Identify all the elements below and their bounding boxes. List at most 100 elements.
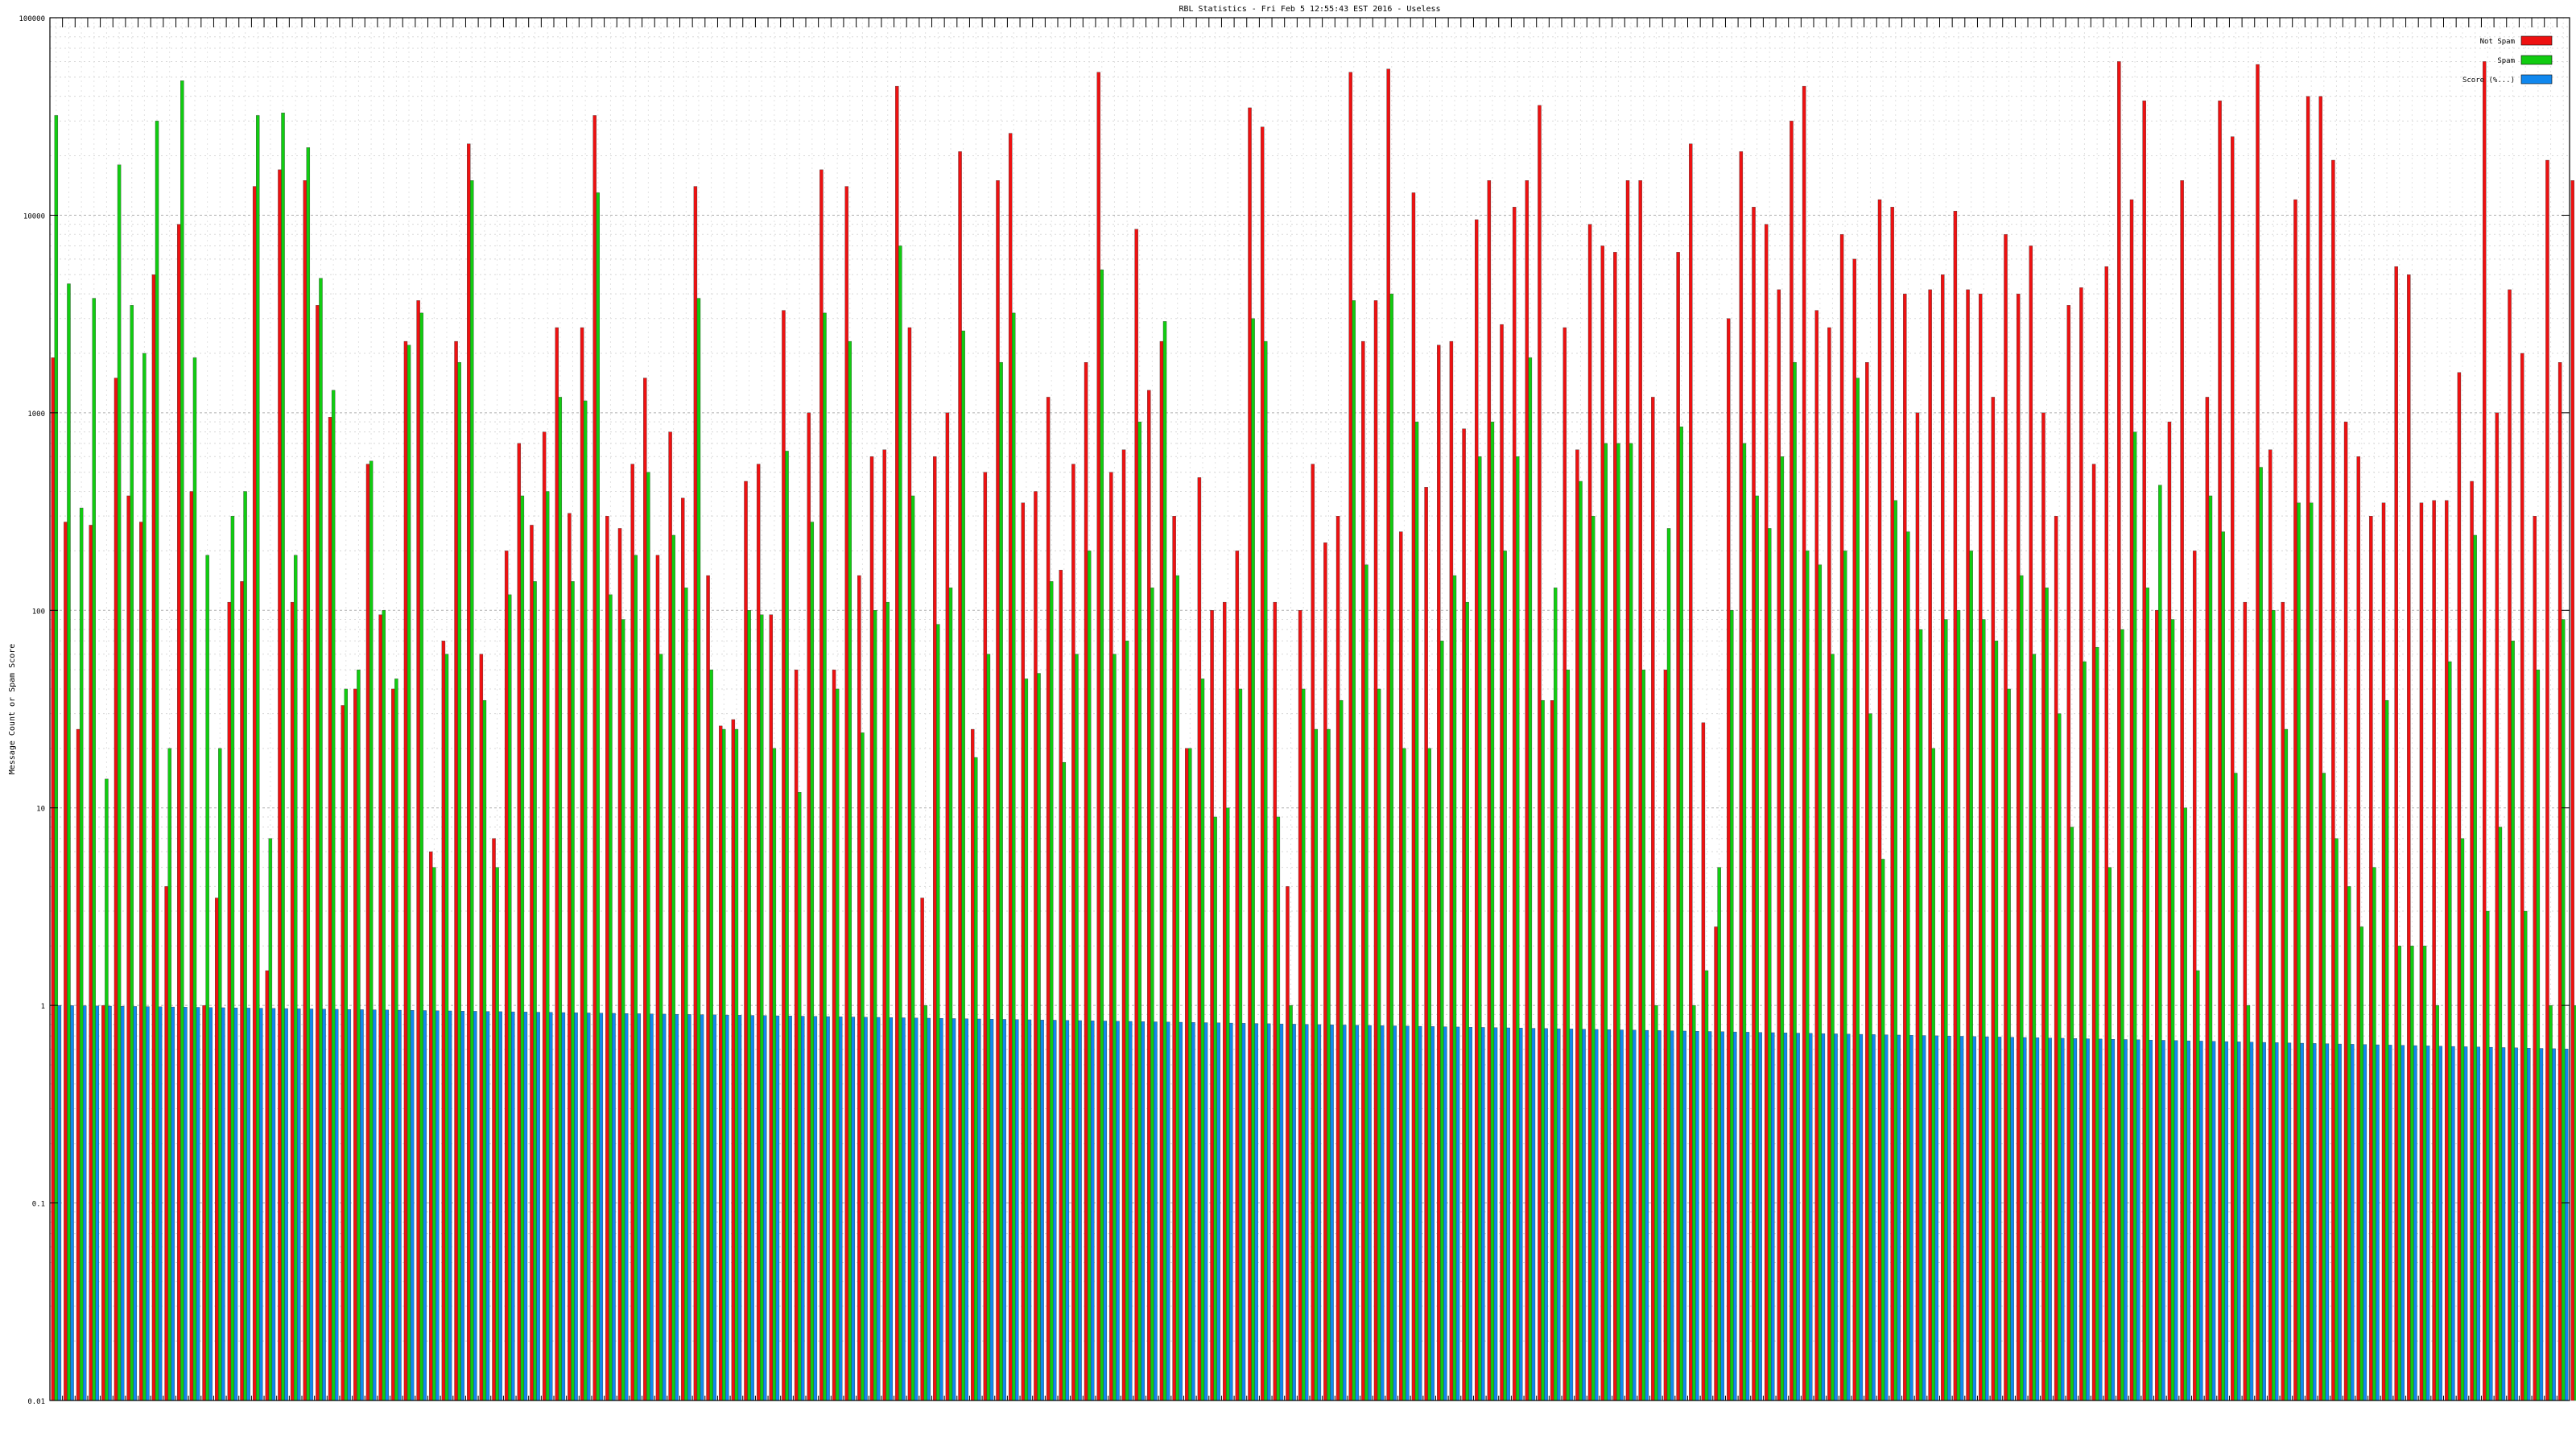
bar-not-spam	[882, 449, 886, 1401]
bar-score	[1116, 1021, 1120, 1401]
bar-not-spam	[2155, 610, 2159, 1401]
bar-not-spam	[769, 614, 774, 1401]
bar-score	[2425, 1046, 2430, 1401]
bar-spam	[1012, 312, 1016, 1401]
bar-spam	[1377, 688, 1381, 1401]
y-tick-label: 1	[41, 1003, 45, 1011]
legend-swatch	[2520, 55, 2553, 65]
bar-score	[1279, 1023, 1284, 1401]
bar-spam	[2536, 669, 2541, 1401]
bar-spam	[558, 397, 563, 1401]
bar-score	[574, 1013, 578, 1401]
bar-score	[851, 1017, 856, 1401]
bar-spam	[1906, 531, 1910, 1401]
bar-not-spam	[1411, 192, 1416, 1401]
bar-spam	[785, 451, 789, 1401]
bar-not-spam	[2054, 516, 2058, 1401]
bar-not-spam	[869, 456, 874, 1401]
bar-spam	[1566, 669, 1571, 1401]
bar-spam	[2334, 838, 2339, 1401]
bar-not-spam	[2508, 289, 2512, 1401]
bar-spam	[457, 362, 461, 1401]
bar-score	[1557, 1028, 1561, 1401]
bar-spam	[2384, 700, 2389, 1401]
bar-score	[2224, 1041, 2228, 1401]
bar-not-spam	[1991, 397, 1996, 1401]
bar-not-spam	[643, 377, 647, 1401]
y-tick-label: 0.1	[32, 1201, 45, 1209]
bar-score	[2211, 1041, 2216, 1401]
bar-not-spam	[1248, 107, 1252, 1401]
bar-not-spam	[2381, 502, 2386, 1401]
bar-score	[436, 1010, 440, 1401]
bar-spam	[886, 601, 890, 1401]
bar-not-spam	[1197, 477, 1202, 1401]
legend-label: Score (%...)	[2462, 76, 2515, 85]
bar-spam	[1137, 421, 1141, 1401]
bar-not-spam	[1638, 180, 1642, 1401]
bar-not-spam	[2129, 199, 2134, 1401]
bar-spam	[974, 757, 978, 1401]
bar-not-spam	[617, 528, 622, 1401]
bar-spam	[2057, 713, 2062, 1401]
bar-not-spam	[1701, 722, 1706, 1401]
bar-not-spam	[1399, 531, 1403, 1401]
bar-spam	[1666, 528, 1671, 1401]
bar-not-spam	[1839, 234, 1844, 1401]
bar-spam	[470, 180, 474, 1401]
bar-spam	[1162, 321, 1167, 1401]
bar-not-spam	[1676, 252, 1680, 1401]
bar-not-spam	[51, 357, 55, 1401]
bar-score	[410, 1010, 415, 1401]
bar-not-spam	[2041, 412, 2046, 1401]
bar-spam	[130, 305, 134, 1401]
bar-spam	[948, 588, 953, 1401]
bar-not-spam	[1625, 180, 1630, 1401]
bar-spam	[1831, 654, 1835, 1401]
bar-score	[964, 1018, 968, 1401]
bar-spam	[1768, 528, 1772, 1401]
bar-spam	[1364, 564, 1368, 1401]
bar-spam	[1503, 551, 1507, 1401]
bar-not-spam	[2193, 551, 2197, 1401]
bar-score	[95, 1005, 100, 1401]
bar-spam	[1478, 456, 1482, 1401]
bar-score	[385, 1009, 390, 1401]
bar-spam	[760, 614, 764, 1401]
bar-score	[146, 1006, 150, 1401]
y-tick-label: 100	[32, 608, 45, 616]
bar-not-spam	[668, 431, 672, 1401]
bar-spam	[823, 312, 827, 1401]
bar-score	[612, 1013, 616, 1401]
bar-score	[1154, 1021, 1158, 1401]
bar-not-spam	[2104, 266, 2108, 1401]
bar-not-spam	[2470, 481, 2474, 1401]
bar-score	[650, 1013, 654, 1401]
bar-not-spam	[1059, 570, 1063, 1401]
labels-layer: 0.01 0.1 1 10 100 1000 10000 100000 RBL Statisti…	[8, 5, 1441, 1406]
bar-score	[1594, 1029, 1599, 1401]
bar-not-spam	[2079, 287, 2083, 1401]
bar-spam	[508, 594, 512, 1401]
bar-not-spam	[1071, 464, 1075, 1401]
bar-score	[347, 1009, 352, 1401]
bar-spam	[142, 353, 147, 1401]
bar-not-spam	[126, 495, 130, 1401]
bar-not-spam	[1563, 327, 1567, 1401]
bar-spam	[1125, 641, 1129, 1401]
bar-not-spam	[1210, 610, 1214, 1401]
bar-not-spam	[76, 728, 80, 1401]
bar-not-spam	[1512, 207, 1517, 1401]
bar-score	[801, 1016, 805, 1401]
y-tick-label: 100000	[19, 15, 45, 23]
bar-not-spam	[365, 464, 370, 1401]
bar-not-spam	[2306, 96, 2310, 1401]
bar-not-spam	[114, 377, 118, 1401]
bar-not-spam	[655, 555, 660, 1401]
bar-spam	[1931, 748, 1935, 1401]
bar-score	[2463, 1046, 2468, 1401]
bar-spam	[1528, 357, 1533, 1401]
bar-not-spam	[2432, 500, 2436, 1401]
bar-not-spam	[1084, 362, 1088, 1401]
bar-score	[1707, 1031, 1712, 1401]
